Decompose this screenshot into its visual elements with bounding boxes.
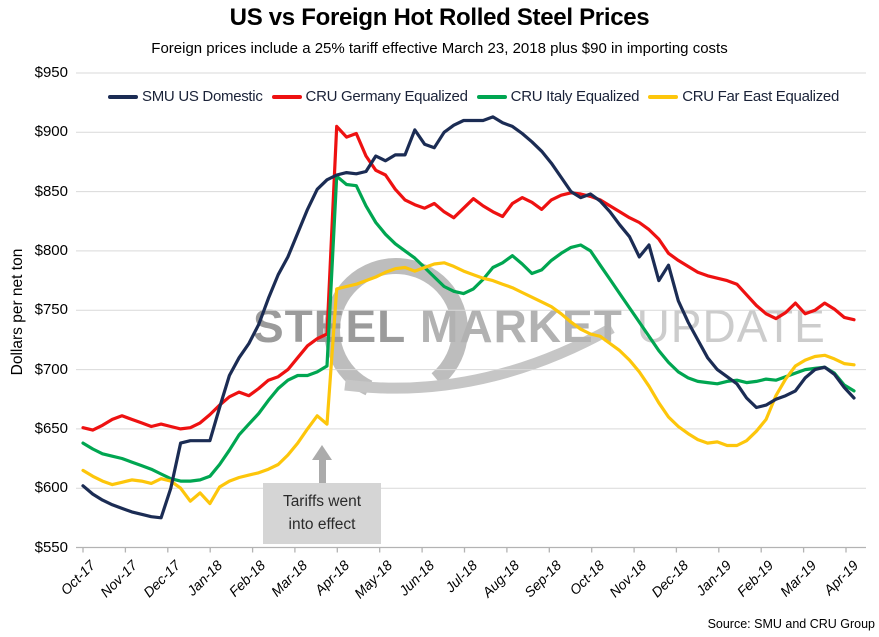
- series-line-3: [81, 261, 856, 506]
- legend-item-0: SMU US Domestic: [108, 88, 263, 105]
- watermark-word-update: UPDATE: [636, 300, 826, 352]
- chart-title: US vs Foreign Hot Rolled Steel Prices: [229, 4, 650, 31]
- legend-item-1: CRU Germany Equalized: [271, 88, 468, 105]
- legend-label: SMU US Domestic: [142, 88, 263, 105]
- series-line-1: [81, 124, 856, 432]
- legend-label: CRU Far East Equalized: [682, 88, 839, 105]
- tariff-annotation: Tariffs went into effect: [263, 483, 381, 544]
- legend-item-3: CRU Far East Equalized: [648, 88, 839, 105]
- legend-line-swatch: [648, 94, 679, 99]
- y-axis-title: Dollars per net ton: [9, 248, 26, 376]
- series-line-2: [81, 174, 856, 483]
- source-note: Source: SMU and CRU Group: [707, 617, 875, 631]
- series-line-0: [81, 115, 856, 520]
- legend-line-swatch: [108, 94, 139, 99]
- annotation-text-line2: into effect: [288, 515, 356, 533]
- annotation-arrow-stem: [319, 459, 326, 484]
- annotation-arrow-icon: [312, 445, 332, 460]
- legend-line-swatch: [271, 94, 302, 99]
- annotation-text-line1: Tariffs went: [282, 493, 362, 511]
- chart-subtitle: Foreign prices include a 25% tariff effe…: [151, 40, 728, 57]
- legend-line-swatch: [476, 94, 507, 99]
- watermark-word-market: MARKET: [420, 300, 623, 352]
- legend-label: CRU Italy Equalized: [510, 88, 640, 105]
- legend-item-2: CRU Italy Equalized: [476, 88, 640, 105]
- watermark-text: STEEL MARKET UPDATE: [253, 299, 826, 353]
- legend: SMU US Domestic CRU Germany Equalized CRU …: [76, 88, 871, 105]
- legend-label: CRU Germany Equalized: [305, 88, 468, 105]
